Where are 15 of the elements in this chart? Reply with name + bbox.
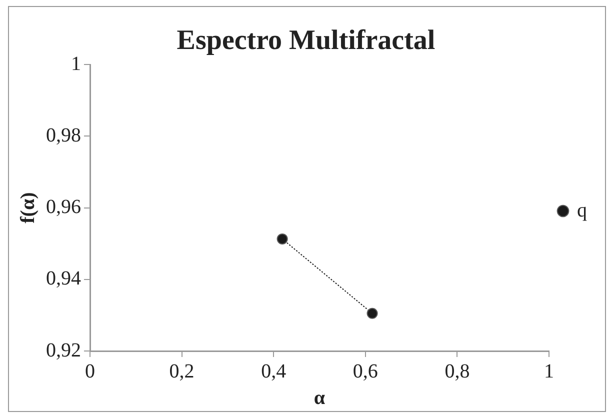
legend-label: q (577, 199, 587, 222)
y-tick-label: 1 (71, 52, 81, 75)
x-axis-title: α (314, 387, 326, 410)
x-tick-label: 0,2 (169, 360, 194, 382)
x-tick-label: 0 (85, 360, 95, 382)
x-tick-label: 0,4 (261, 360, 286, 382)
y-tick-label: 0,96 (46, 196, 81, 218)
chart-title: Espectro Multifractal (176, 25, 436, 56)
x-tick-label: 0,8 (444, 360, 470, 382)
y-tick-label: 0,94 (46, 268, 81, 290)
x-tick-label: 0,6 (352, 360, 378, 382)
y-tick-label: 0,92 (46, 339, 81, 362)
x-tick-label: 1 (544, 360, 554, 382)
y-axis-title: f(α) (17, 192, 40, 224)
y-tick-label: 0,98 (46, 124, 81, 146)
